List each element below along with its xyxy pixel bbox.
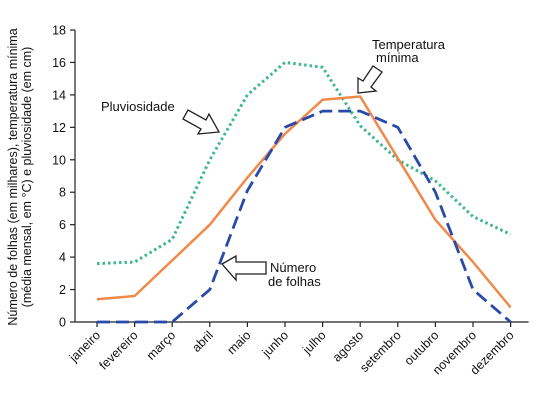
- y-axis: 0 2 4 6 8 10 12 14 16 18: [52, 24, 75, 330]
- y-axis-title-line1: Número de folhas (em milhares), temperat…: [6, 28, 20, 325]
- y-tick-label: 12: [52, 121, 66, 135]
- x-tick-label: abril: [189, 328, 216, 355]
- annotation-folhas-line2: de folhas: [268, 274, 321, 289]
- arrow-temperatura-icon: [358, 66, 382, 93]
- y-tick-label: 10: [52, 153, 66, 167]
- x-tick-label: setembro: [357, 328, 404, 375]
- x-tick-label: agosto: [330, 328, 366, 364]
- y-tick-label: 8: [59, 186, 66, 200]
- x-tick-label: março: [144, 328, 178, 362]
- annotation-pluviosidade: Pluviosidade: [101, 99, 175, 114]
- x-tick-label: junho: [259, 328, 291, 360]
- arrow-folhas-icon: [222, 256, 266, 280]
- y-tick-label: 0: [59, 316, 66, 330]
- y-tick-label: 16: [52, 56, 66, 70]
- series-line-folhas: [97, 111, 511, 322]
- y-tick-label: 18: [52, 24, 66, 38]
- y-tick-label: 14: [52, 88, 66, 102]
- y-axis-title: Número de folhas (em milhares), temperat…: [6, 28, 34, 325]
- y-axis-title-line2: (média mensal, em °C) e pluviosidade (em…: [20, 47, 34, 308]
- x-tick-label: janeiro: [66, 328, 103, 365]
- y-tick-label: 2: [59, 283, 66, 297]
- annotation-folhas-line1: Número: [270, 260, 316, 275]
- x-tick-label: maio: [224, 328, 253, 357]
- x-tick-label: fevereiro: [96, 328, 140, 372]
- x-tick-label: julho: [299, 328, 328, 357]
- y-tick-label: 4: [59, 251, 66, 265]
- annotation-temperatura-line2: mínima: [376, 50, 419, 65]
- annotations: Pluviosidade Temperatura mínima Número d…: [101, 37, 446, 289]
- arrow-pluviosidade-icon: [183, 110, 219, 134]
- y-tick-label: 6: [59, 218, 66, 232]
